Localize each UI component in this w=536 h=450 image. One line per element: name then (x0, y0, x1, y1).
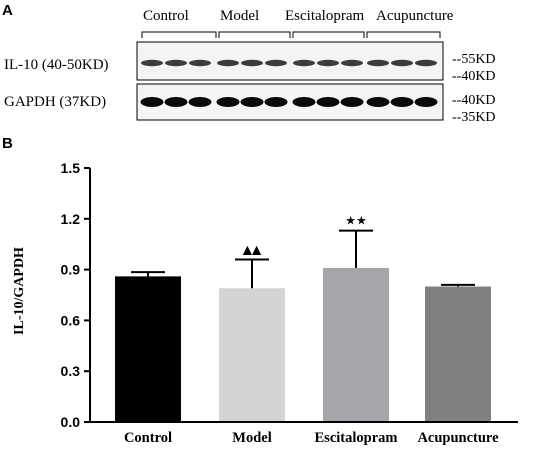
blot-group-label-acupuncture: Acupuncture (376, 8, 454, 24)
gapdh-band (216, 97, 240, 107)
il10-band (141, 59, 163, 67)
marker-gapdh-lower: --35KD (452, 110, 496, 125)
blot-group-bracket-escitalopram (292, 31, 365, 38)
gapdh-band (390, 97, 414, 107)
gapdh-band (240, 97, 264, 107)
y-tick-label: 1.5 (61, 160, 81, 176)
il10-band (265, 59, 287, 67)
y-tick-label: 0.6 (61, 312, 81, 328)
il10-band (317, 59, 339, 67)
panel-a-label: A (2, 2, 13, 19)
bars (115, 267, 491, 422)
il10-band (189, 59, 211, 67)
il10-band (367, 59, 389, 67)
gapdh-band (316, 97, 340, 107)
blot-il10-bands (141, 59, 437, 67)
blot-il10-frame (136, 41, 444, 81)
blot-group-label-control: Control (143, 8, 189, 24)
panel-b-label: B (2, 135, 13, 152)
significance-marker: ▲▲ (243, 242, 262, 256)
x-category-label: Acupuncture (417, 430, 499, 446)
blot-gapdh-bands (140, 97, 438, 107)
y-axis-title: IL-10/GAPDH (12, 247, 27, 335)
blot-group-bracket-model (218, 31, 291, 38)
x-category-label: Model (232, 430, 271, 446)
significance-markers: ▲▲ ★★ (243, 214, 367, 257)
gapdh-band (366, 97, 390, 107)
gapdh-band (264, 97, 288, 107)
bar-escitalopram (323, 267, 389, 422)
il10-band (217, 59, 239, 67)
blot-group-label-escitalopram: Escitalopram (285, 8, 364, 24)
il10-band (241, 59, 263, 67)
marker-il10-lower: --40KD (452, 69, 496, 84)
blot-group-label-model: Model (220, 8, 259, 24)
gapdh-band (164, 97, 188, 107)
gapdh-band (340, 97, 364, 107)
bar-acupuncture (425, 286, 491, 422)
il10-band (391, 59, 413, 67)
significance-marker: ★★ (345, 214, 367, 228)
x-category-label: Control (124, 430, 172, 446)
gapdh-band (292, 97, 316, 107)
il10-band (165, 59, 187, 67)
marker-il10-upper: --55KD (452, 52, 496, 67)
gapdh-band (188, 97, 212, 107)
y-axis-ticks: 0.0 0.3 0.6 0.9 1.2 1.5 (61, 160, 90, 430)
x-category-label: Escitalopram (315, 430, 398, 446)
y-tick-label: 0.3 (61, 363, 81, 379)
gapdh-band (414, 97, 438, 107)
y-tick-label: 0.9 (61, 262, 81, 278)
il10-band (293, 59, 315, 67)
y-tick-label: 0.0 (61, 414, 81, 430)
marker-gapdh-upper: --40KD (452, 93, 496, 108)
il10-band (415, 59, 437, 67)
bar-control (115, 276, 181, 422)
il10-band (341, 59, 363, 67)
y-tick-label: 1.2 (61, 211, 81, 227)
blot-group-bracket-acupuncture (366, 31, 441, 38)
gapdh-band (140, 97, 164, 107)
blot-group-bracket-control (141, 31, 217, 38)
x-axis-categories: Control Model Escitalopram Acupuncture (124, 430, 499, 446)
blot-row-label-gapdh: GAPDH (37KD) (4, 94, 106, 110)
error-bars (131, 229, 475, 289)
bar-model (219, 288, 285, 422)
blot-row-label-il10: IL-10 (40-50KD) (4, 57, 109, 73)
